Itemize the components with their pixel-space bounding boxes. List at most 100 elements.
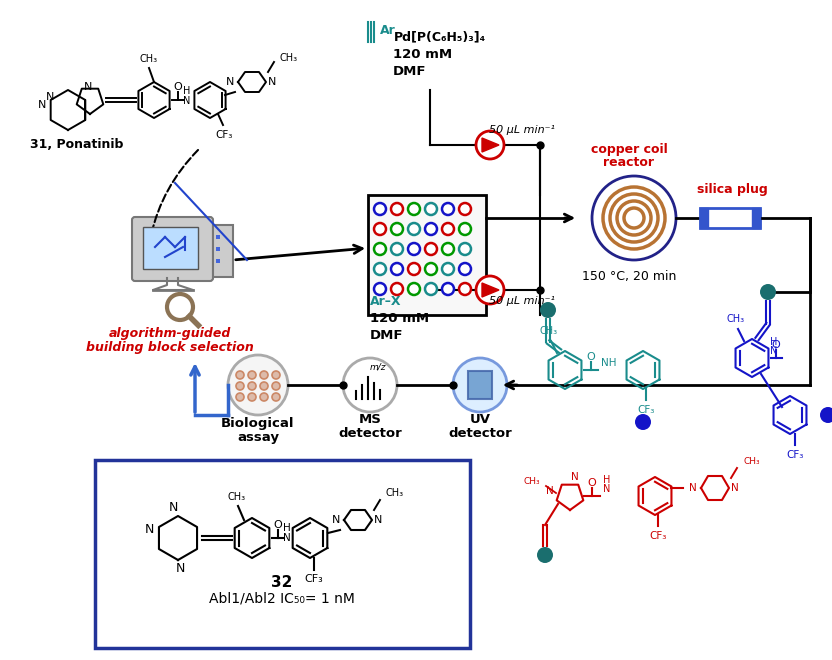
Text: 32: 32: [271, 575, 293, 590]
Circle shape: [425, 263, 437, 275]
Text: O: O: [174, 82, 182, 92]
Text: CH₃: CH₃: [228, 492, 246, 502]
Circle shape: [537, 547, 553, 563]
Text: 50 μL min⁻¹: 50 μL min⁻¹: [489, 296, 555, 306]
Text: O: O: [771, 340, 780, 350]
Text: CF₃: CF₃: [649, 531, 666, 541]
Text: H
N: H N: [283, 523, 291, 543]
Circle shape: [476, 276, 504, 304]
Bar: [143, 227, 198, 269]
Text: UV: UV: [469, 413, 491, 426]
Circle shape: [476, 131, 504, 159]
Circle shape: [442, 263, 454, 275]
Circle shape: [236, 371, 244, 379]
Text: N: N: [571, 472, 579, 482]
Text: N: N: [332, 515, 340, 525]
Bar: [95, 460, 470, 648]
Circle shape: [408, 283, 420, 295]
Text: CH₃: CH₃: [140, 54, 158, 64]
Circle shape: [592, 176, 676, 260]
Text: 50 μL min⁻¹: 50 μL min⁻¹: [489, 125, 555, 135]
Circle shape: [459, 243, 471, 255]
FancyBboxPatch shape: [132, 217, 213, 281]
Text: Pd[P(C₆H₅)₃]₄: Pd[P(C₆H₅)₃]₄: [394, 30, 486, 43]
Text: N: N: [168, 501, 178, 514]
Circle shape: [248, 382, 256, 390]
Polygon shape: [482, 283, 499, 297]
Text: N: N: [268, 77, 276, 87]
Circle shape: [260, 393, 268, 401]
Text: O: O: [587, 352, 596, 362]
Circle shape: [374, 203, 386, 215]
Circle shape: [391, 203, 403, 215]
Circle shape: [343, 358, 397, 412]
Circle shape: [374, 263, 386, 275]
Text: CH₃: CH₃: [280, 53, 298, 63]
Circle shape: [459, 263, 471, 275]
Circle shape: [442, 203, 454, 215]
Text: Ar–X: Ar–X: [370, 295, 402, 308]
Text: DMF: DMF: [370, 329, 404, 342]
Text: m/z: m/z: [369, 362, 386, 371]
Circle shape: [425, 223, 437, 235]
Circle shape: [248, 371, 256, 379]
Text: N: N: [145, 523, 154, 536]
Text: H
N: H N: [183, 86, 191, 106]
Circle shape: [760, 284, 776, 300]
Circle shape: [374, 283, 386, 295]
Text: 120 mM: 120 mM: [370, 312, 429, 325]
Text: N: N: [547, 486, 554, 496]
Text: CF₃: CF₃: [215, 130, 233, 140]
Circle shape: [260, 371, 268, 379]
Circle shape: [272, 393, 280, 401]
Circle shape: [425, 283, 437, 295]
Text: O: O: [587, 478, 597, 488]
Text: N: N: [689, 483, 697, 493]
Text: N: N: [46, 92, 54, 102]
Text: N: N: [225, 77, 234, 87]
Circle shape: [408, 223, 420, 235]
Circle shape: [391, 263, 403, 275]
Circle shape: [540, 302, 556, 318]
Text: 31, Ponatinib: 31, Ponatinib: [30, 138, 123, 151]
Text: building block selection: building block selection: [87, 341, 254, 354]
Text: 120 mM: 120 mM: [393, 48, 452, 61]
Circle shape: [272, 382, 280, 390]
Circle shape: [374, 223, 386, 235]
Text: Abl1/Abl2 IC₅₀= 1 nM: Abl1/Abl2 IC₅₀= 1 nM: [209, 592, 355, 606]
Text: CH₃: CH₃: [727, 314, 745, 324]
Text: algorithm-guided: algorithm-guided: [109, 327, 231, 340]
Circle shape: [236, 393, 244, 401]
Circle shape: [236, 382, 244, 390]
Text: N: N: [37, 100, 46, 110]
Text: silica plug: silica plug: [696, 183, 767, 196]
Circle shape: [408, 243, 420, 255]
Text: N: N: [374, 515, 383, 525]
Circle shape: [442, 243, 454, 255]
Circle shape: [453, 358, 507, 412]
Circle shape: [391, 283, 403, 295]
Text: CF₃: CF₃: [637, 405, 655, 415]
Text: CH₃: CH₃: [386, 488, 404, 498]
Circle shape: [391, 223, 403, 235]
Bar: [216, 247, 220, 251]
Circle shape: [391, 243, 403, 255]
Circle shape: [408, 203, 420, 215]
Text: N: N: [84, 82, 92, 92]
Text: assay: assay: [237, 431, 279, 444]
Text: DMF: DMF: [393, 65, 427, 78]
Bar: [216, 235, 220, 239]
Text: MS: MS: [359, 413, 381, 426]
Text: reactor: reactor: [603, 156, 655, 169]
Circle shape: [459, 203, 471, 215]
Text: 150 °C, 20 min: 150 °C, 20 min: [582, 270, 676, 283]
Bar: [700, 208, 760, 228]
Text: copper coil: copper coil: [591, 143, 667, 156]
Text: detector: detector: [338, 427, 402, 440]
Circle shape: [374, 243, 386, 255]
Bar: [213, 225, 233, 277]
Text: O: O: [274, 520, 282, 530]
Circle shape: [425, 203, 437, 215]
Circle shape: [260, 382, 268, 390]
Circle shape: [248, 393, 256, 401]
